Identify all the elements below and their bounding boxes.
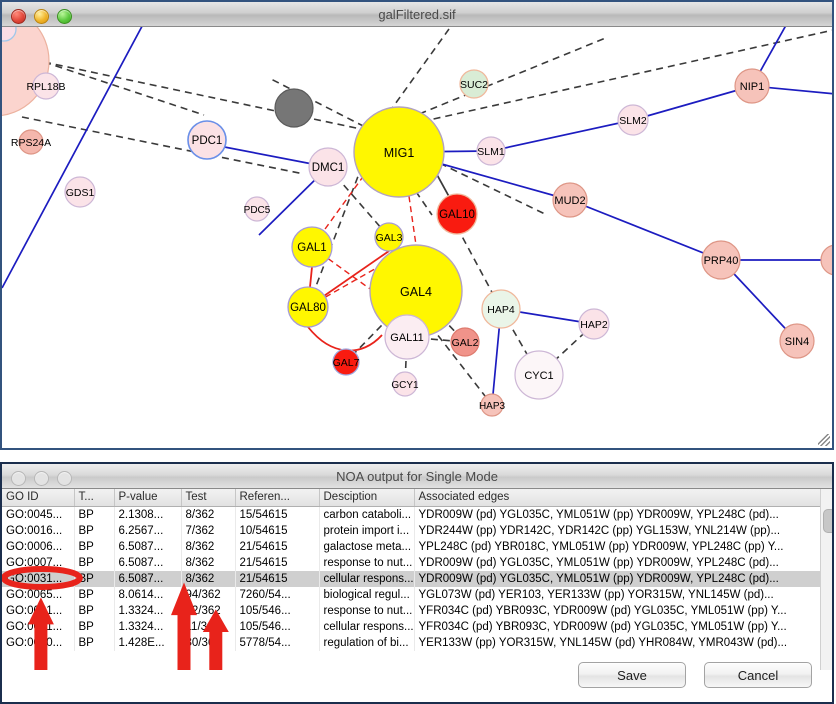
svg-text:RPS24A: RPS24A: [11, 137, 51, 149]
svg-text:PRP40: PRP40: [704, 255, 739, 267]
svg-text:GAL2: GAL2: [452, 337, 479, 349]
svg-text:SIN4: SIN4: [785, 336, 809, 348]
svg-text:SLM1: SLM1: [477, 146, 505, 158]
svg-text:GDS1: GDS1: [66, 187, 95, 199]
svg-text:SLM2: SLM2: [619, 115, 647, 127]
svg-text:HAP4: HAP4: [487, 304, 515, 316]
svg-text:RPL18B: RPL18B: [26, 81, 65, 93]
svg-text:HAP3: HAP3: [479, 401, 506, 412]
svg-text:GAL4: GAL4: [400, 285, 432, 299]
svg-text:GCY1: GCY1: [391, 380, 419, 391]
svg-text:PDC1: PDC1: [192, 135, 223, 147]
svg-text:NIP1: NIP1: [740, 81, 764, 93]
svg-text:CYC1: CYC1: [524, 370, 553, 382]
svg-text:SUC2: SUC2: [460, 79, 488, 91]
svg-text:DMC1: DMC1: [312, 162, 345, 174]
svg-text:GAL10: GAL10: [439, 209, 475, 221]
svg-text:MUD2: MUD2: [554, 195, 585, 207]
svg-text:GAL80: GAL80: [290, 302, 326, 314]
svg-text:GAL3: GAL3: [376, 232, 403, 244]
svg-text:GAL7: GAL7: [333, 357, 360, 369]
svg-text:GAL11: GAL11: [390, 332, 423, 344]
svg-text:PDC5: PDC5: [244, 205, 271, 216]
svg-text:GAL1: GAL1: [297, 242, 326, 254]
svg-text:MIG1: MIG1: [384, 146, 415, 160]
svg-text:HAP2: HAP2: [580, 319, 608, 331]
